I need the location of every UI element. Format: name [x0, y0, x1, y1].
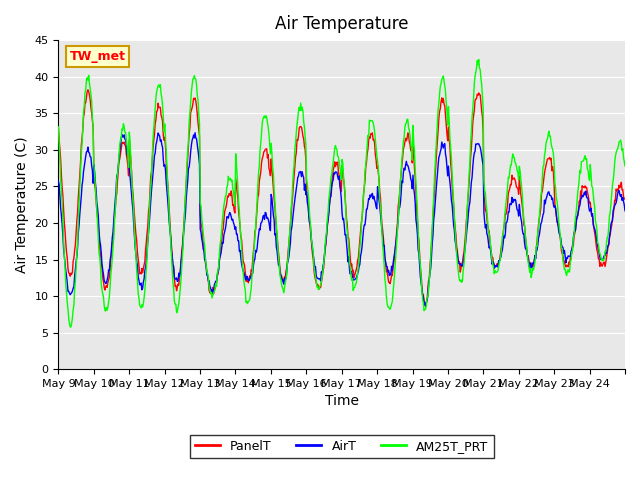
Legend: PanelT, AirT, AM25T_PRT: PanelT, AirT, AM25T_PRT [190, 435, 493, 458]
Y-axis label: Air Temperature (C): Air Temperature (C) [15, 136, 29, 273]
Title: Air Temperature: Air Temperature [275, 15, 408, 33]
Text: TW_met: TW_met [70, 50, 125, 63]
X-axis label: Time: Time [324, 395, 358, 408]
